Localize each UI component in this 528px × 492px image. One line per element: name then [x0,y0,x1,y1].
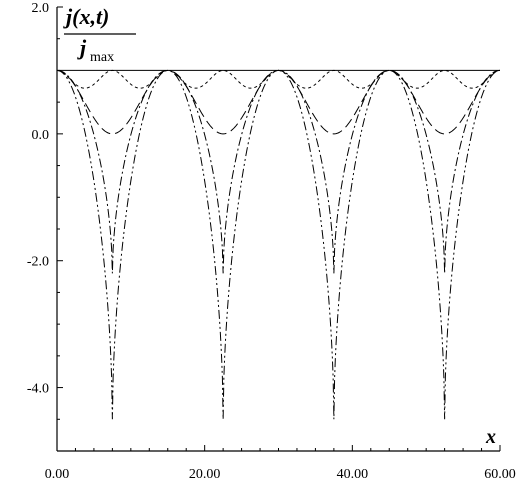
y-axis-label-numerator: j(x,t) [63,4,109,29]
x-tick-label: 20.00 [189,467,221,482]
y-tick-label: 0.0 [32,128,50,143]
series-line-5 [56,69,501,420]
x-tick-label: 40.00 [337,467,369,482]
labels-group: x j(x,t) j max [63,4,496,448]
series-line-3 [56,69,501,89]
axes: 2.0 0.0 -2.0 -4.0 0.00 20.00 40.00 60.00 [27,1,516,482]
y-axis-label-denominator: j [77,35,87,60]
x-tick-label: 0.00 [45,467,70,482]
y-axis-label-denominator-subscript: max [90,50,114,65]
series-line-4 [56,69,501,274]
series-line-2 [56,69,501,135]
y-tick-label: 2.0 [32,1,50,16]
y-tick-label: -2.0 [27,255,49,270]
x-tick-label: 60.00 [484,467,516,482]
x-axis-label: x [485,426,496,448]
y-tick-label: -4.0 [27,382,49,397]
series-group [56,69,501,420]
